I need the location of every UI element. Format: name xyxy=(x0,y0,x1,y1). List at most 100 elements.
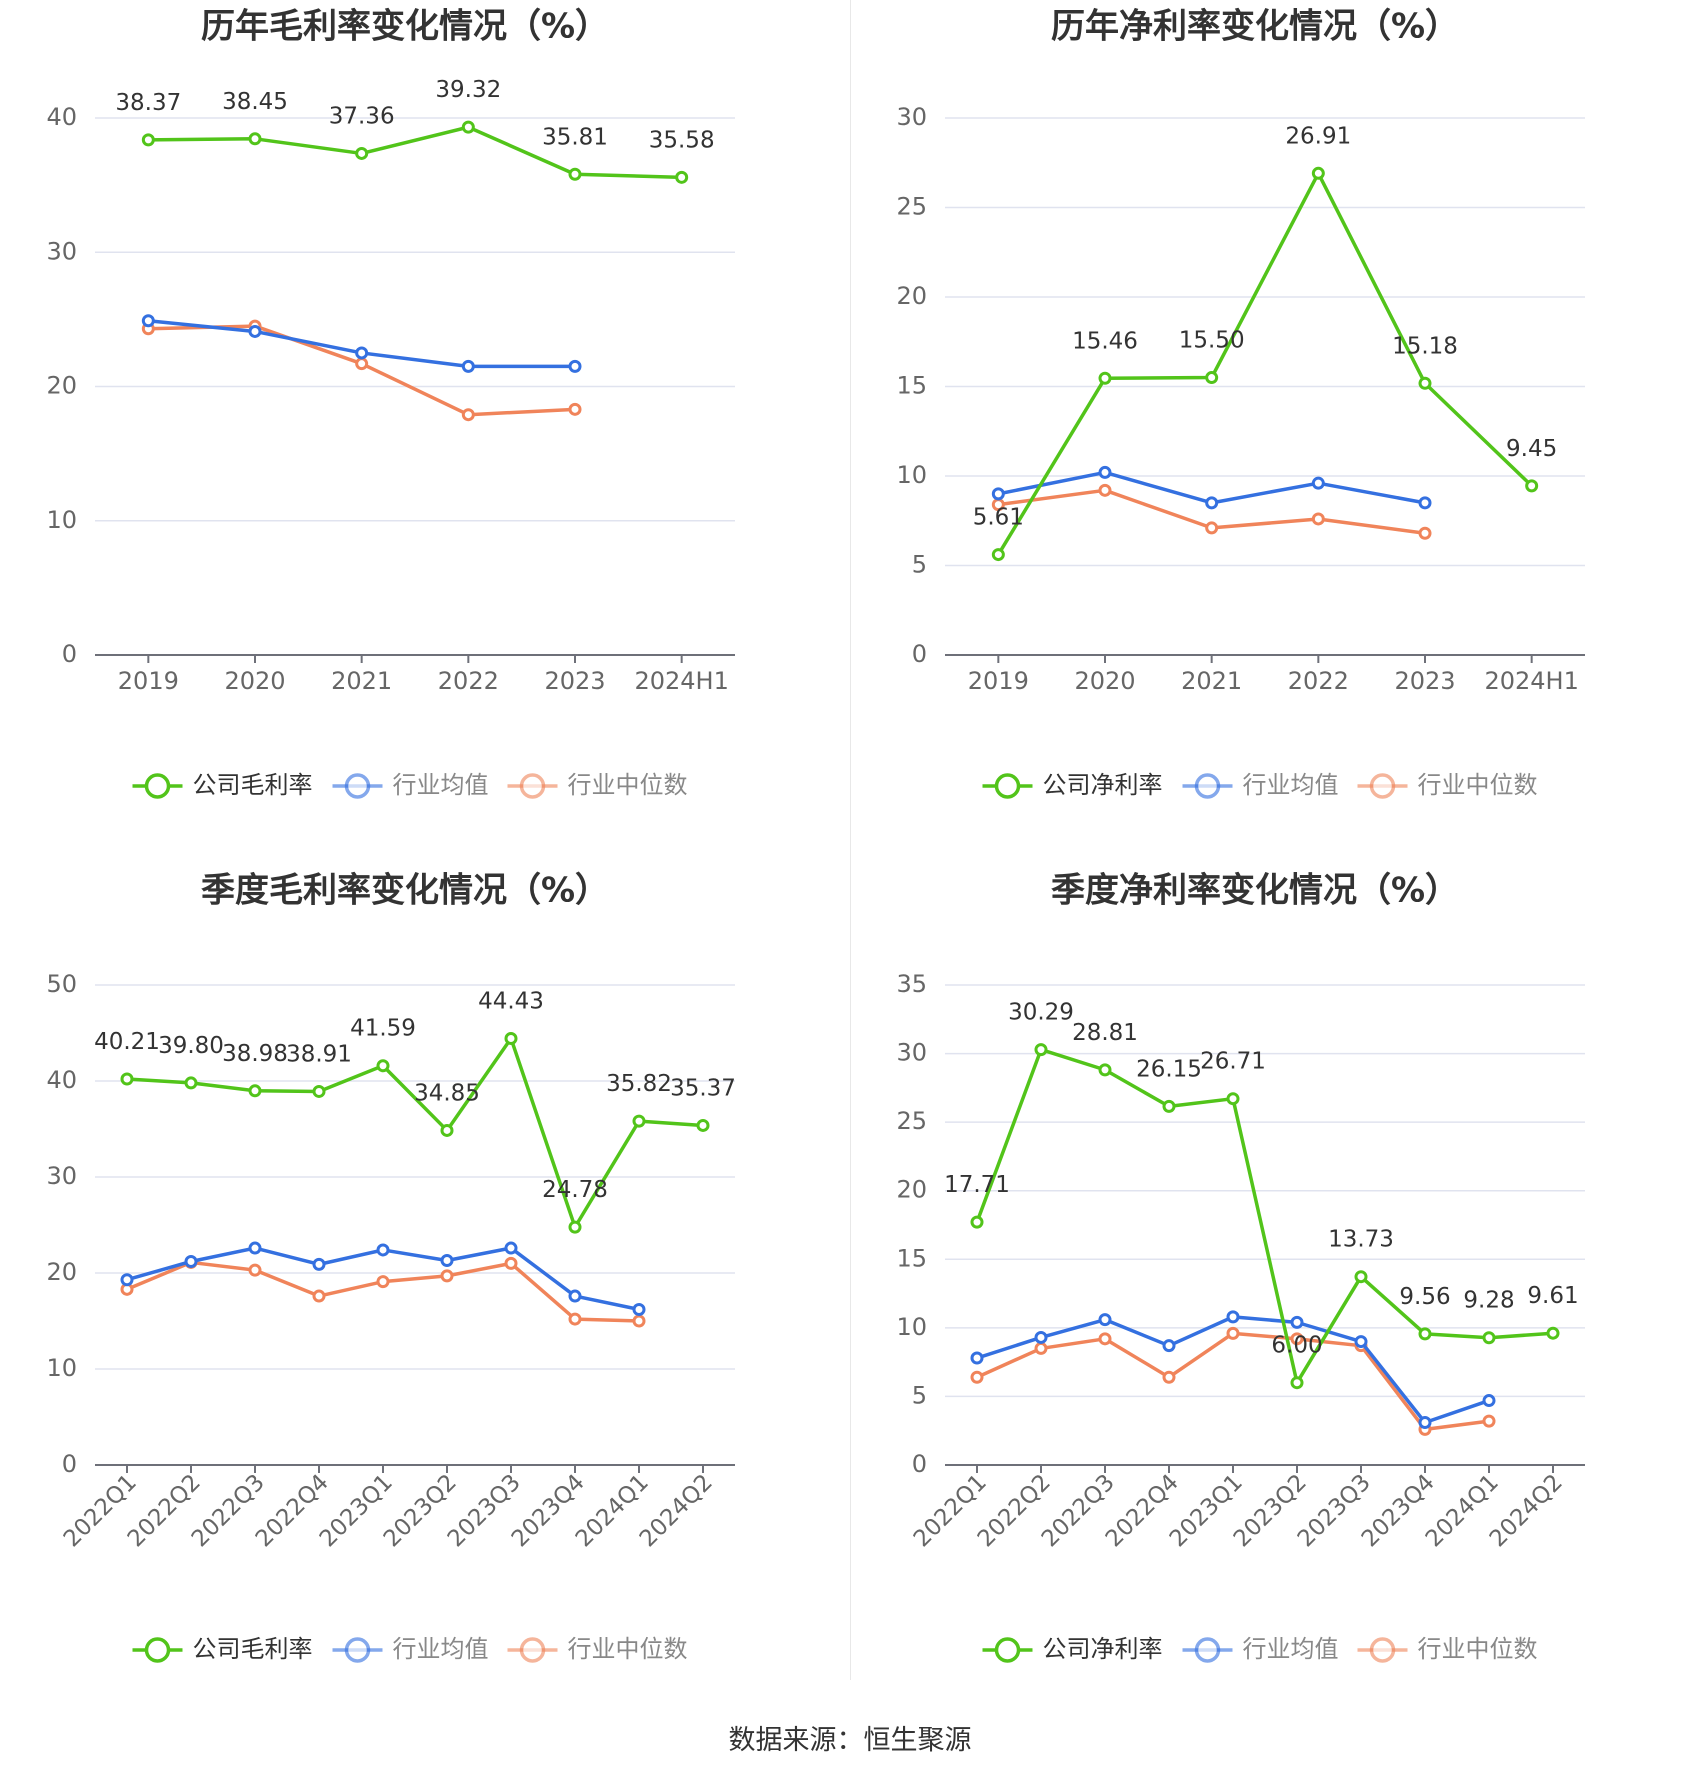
data-point-avg[interactable] xyxy=(1034,1330,1048,1344)
data-point-median[interactable] xyxy=(1205,521,1219,535)
legend-item-median[interactable]: 行业中位数 xyxy=(1357,771,1538,799)
data-point-avg[interactable] xyxy=(568,359,582,373)
data-point-median[interactable] xyxy=(376,1275,390,1289)
data-point-median[interactable] xyxy=(1162,1370,1176,1384)
data-point-company[interactable] xyxy=(1290,1376,1304,1390)
data-point-company[interactable] xyxy=(141,133,155,147)
data-point-median[interactable] xyxy=(355,357,369,371)
data-point-avg[interactable] xyxy=(355,346,369,360)
data-point-median[interactable] xyxy=(568,402,582,416)
data-point-company[interactable] xyxy=(675,170,689,184)
data-point-company[interactable] xyxy=(632,1114,646,1128)
data-point-company[interactable] xyxy=(1546,1326,1560,1340)
data-point-company[interactable] xyxy=(120,1072,134,1086)
data-point-company[interactable] xyxy=(440,1123,454,1137)
legend-item-avg[interactable]: 行业均值 xyxy=(1182,1635,1339,1663)
legend-item-avg[interactable]: 行业均值 xyxy=(332,771,489,799)
data-point-company[interactable] xyxy=(355,146,369,160)
legend-label: 行业中位数 xyxy=(568,771,688,799)
data-point-median[interactable] xyxy=(1226,1326,1240,1340)
data-point-median[interactable] xyxy=(1418,526,1432,540)
data-point-company[interactable] xyxy=(1311,166,1325,180)
data-point-company[interactable] xyxy=(568,1220,582,1234)
legend-item-median[interactable]: 行业中位数 xyxy=(507,771,688,799)
data-point-median[interactable] xyxy=(632,1314,646,1328)
data-point-avg[interactable] xyxy=(1205,496,1219,510)
data-point-avg[interactable] xyxy=(504,1241,518,1255)
data-point-median[interactable] xyxy=(504,1256,518,1270)
legend-item-avg[interactable]: 行业均值 xyxy=(332,1635,489,1663)
data-point-company[interactable] xyxy=(1205,371,1219,385)
data-point-median[interactable] xyxy=(1311,512,1325,526)
data-point-median[interactable] xyxy=(970,1370,984,1384)
data-point-company[interactable] xyxy=(991,548,1005,562)
data-point-median[interactable] xyxy=(440,1269,454,1283)
data-point-avg[interactable] xyxy=(248,324,262,338)
data-point-company[interactable] xyxy=(970,1215,984,1229)
data-point-avg[interactable] xyxy=(1418,496,1432,510)
data-point-median[interactable] xyxy=(568,1312,582,1326)
data-point-avg[interactable] xyxy=(248,1241,262,1255)
data-point-company[interactable] xyxy=(504,1031,518,1045)
data-point-company[interactable] xyxy=(184,1076,198,1090)
data-point-median[interactable] xyxy=(1098,1332,1112,1346)
data-point-avg[interactable] xyxy=(1418,1415,1432,1429)
data-point-avg[interactable] xyxy=(141,314,155,328)
data-point-company[interactable] xyxy=(1482,1331,1496,1345)
data-point-avg[interactable] xyxy=(1482,1394,1496,1408)
data-point-median[interactable] xyxy=(312,1289,326,1303)
legend-item-company[interactable]: 公司毛利率 xyxy=(132,1635,313,1663)
legend-item-avg[interactable]: 行业均值 xyxy=(1182,771,1339,799)
data-point-avg[interactable] xyxy=(568,1289,582,1303)
chart-title: 历年毛利率变化情况（%） xyxy=(201,7,609,47)
legend-item-company[interactable]: 公司毛利率 xyxy=(132,771,313,799)
data-point-company[interactable] xyxy=(461,120,475,134)
data-point-median[interactable] xyxy=(1482,1414,1496,1428)
data-point-median[interactable] xyxy=(1098,483,1112,497)
data-point-avg[interactable] xyxy=(1290,1315,1304,1329)
data-point-avg[interactable] xyxy=(461,359,475,373)
data-point-company[interactable] xyxy=(568,167,582,181)
data-point-company[interactable] xyxy=(312,1084,326,1098)
data-point-median[interactable] xyxy=(461,408,475,422)
data-point-company[interactable] xyxy=(1418,376,1432,390)
data-point-avg[interactable] xyxy=(1162,1339,1176,1353)
data-point-company[interactable] xyxy=(1226,1092,1240,1106)
data-point-avg[interactable] xyxy=(1098,465,1112,479)
data-point-avg[interactable] xyxy=(440,1254,454,1268)
data-point-avg[interactable] xyxy=(312,1257,326,1271)
legend-label: 行业均值 xyxy=(1243,771,1339,799)
data-point-avg[interactable] xyxy=(120,1273,134,1287)
data-point-avg[interactable] xyxy=(376,1243,390,1257)
data-point-avg[interactable] xyxy=(1226,1310,1240,1324)
data-point-median[interactable] xyxy=(248,1263,262,1277)
data-point-company[interactable] xyxy=(248,132,262,146)
data-point-company[interactable] xyxy=(1098,1063,1112,1077)
data-point-company[interactable] xyxy=(1162,1099,1176,1113)
data-point-avg[interactable] xyxy=(1098,1313,1112,1327)
legend-label: 行业均值 xyxy=(393,771,489,799)
data-point-avg[interactable] xyxy=(991,487,1005,501)
data-point-company[interactable] xyxy=(1098,371,1112,385)
legend-item-median[interactable]: 行业中位数 xyxy=(507,1635,688,1663)
legend-item-median[interactable]: 行业中位数 xyxy=(1357,1635,1538,1663)
data-point-avg[interactable] xyxy=(632,1302,646,1316)
data-point-avg[interactable] xyxy=(1354,1335,1368,1349)
data-point-median[interactable] xyxy=(1034,1341,1048,1355)
data-point-company[interactable] xyxy=(1525,479,1539,493)
legend-item-company[interactable]: 公司净利率 xyxy=(982,1635,1163,1663)
data-point-company[interactable] xyxy=(696,1118,710,1132)
data-point-avg[interactable] xyxy=(970,1351,984,1365)
data-point-avg[interactable] xyxy=(1311,476,1325,490)
y-tick-label: 10 xyxy=(896,1313,927,1341)
data-point-avg[interactable] xyxy=(184,1254,198,1268)
data-point-company[interactable] xyxy=(1034,1043,1048,1057)
data-point-company[interactable] xyxy=(248,1084,262,1098)
data-point-median[interactable] xyxy=(1290,1332,1304,1346)
data-point-company[interactable] xyxy=(376,1059,390,1073)
legend-item-company[interactable]: 公司净利率 xyxy=(982,771,1163,799)
data-point-company[interactable] xyxy=(1418,1327,1432,1341)
data-point-company[interactable] xyxy=(1354,1270,1368,1284)
x-tick-label: 2020 xyxy=(224,667,285,695)
series-line-company xyxy=(126,1036,704,1229)
